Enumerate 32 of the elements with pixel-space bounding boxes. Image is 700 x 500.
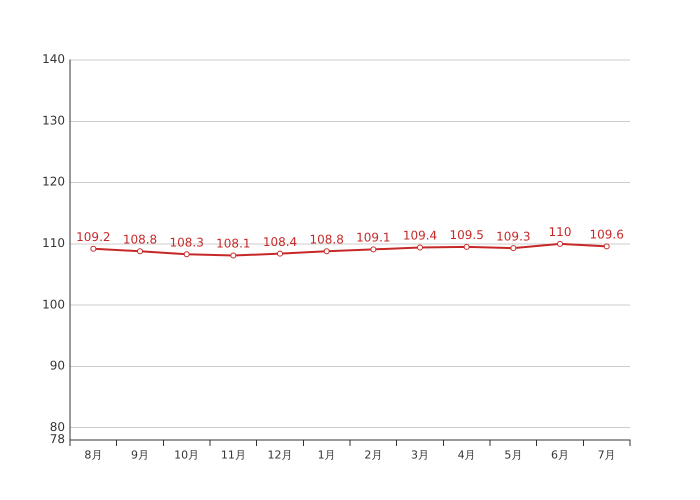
data-label: 110 (548, 224, 572, 239)
x-tick-label: 11月 (220, 448, 246, 462)
data-label: 108.1 (216, 236, 251, 251)
data-label: 108.4 (262, 234, 298, 249)
x-tick-label: 7月 (598, 448, 616, 462)
data-label: 108.3 (169, 235, 204, 250)
x-tick-label: 3月 (411, 448, 429, 462)
x-tick-label: 10月 (174, 448, 200, 462)
data-label: 108.8 (309, 232, 344, 246)
data-label: 109.6 (589, 227, 624, 242)
data-label: 109.5 (449, 228, 484, 242)
x-tick-label: 1月 (318, 448, 336, 462)
x-tick-label: 12月 (268, 448, 292, 462)
y-tick-label: 80 (50, 420, 65, 434)
data-label: 109.4 (402, 228, 438, 243)
data-label: 109.1 (356, 230, 391, 245)
x-tick-label: 4月 (458, 448, 476, 462)
x-tick-label: 9月 (131, 448, 149, 462)
x-tick-label: 8月 (84, 448, 102, 462)
y-tick-label: 78 (50, 432, 65, 446)
y-tick-label: 140 (42, 52, 65, 66)
y-tick-label: 90 (50, 358, 65, 373)
x-tick-label: 6月 (551, 448, 569, 462)
x-tick-label: 5月 (504, 448, 522, 462)
y-tick-label: 110 (42, 236, 65, 250)
y-tick-label: 120 (42, 174, 65, 189)
y-tick-label: 130 (42, 113, 65, 128)
data-label: 109.2 (76, 230, 111, 244)
y-tick-label: 100 (42, 297, 65, 312)
data-label: 108.8 (122, 232, 158, 246)
data-label: 109.3 (496, 229, 531, 244)
x-tick-label: 2月 (364, 448, 382, 462)
